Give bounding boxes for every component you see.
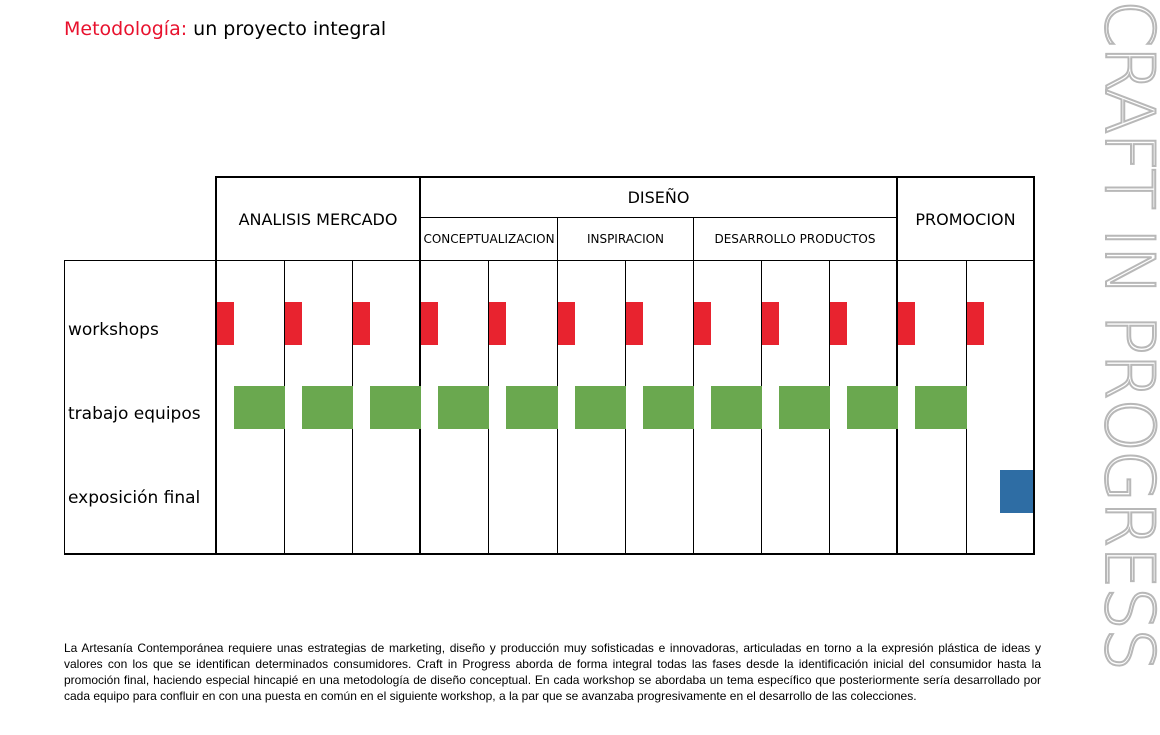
workshop-marker: [421, 302, 438, 345]
title-rest: un proyecto integral: [187, 18, 387, 40]
header-inspiracion: INSPIRACION: [586, 232, 665, 246]
team-work-bar: [847, 386, 898, 429]
workshop-marker: [285, 302, 302, 345]
right-border: [1033, 176, 1035, 555]
final-exhibition-marker: [1000, 470, 1033, 513]
brand-text: CRAFT IN PROGRESS: [1088, 0, 1160, 670]
workshop-marker: [967, 302, 984, 345]
team-work-bar: [302, 386, 353, 429]
workshop-marker: [489, 302, 506, 345]
workshop-marker: [830, 302, 847, 345]
header-desarrollo-productos: DESARROLLO PRODUCTOS: [714, 232, 876, 246]
row-label-exposicion-final: exposición final: [68, 488, 201, 508]
team-work-bar: [438, 386, 489, 429]
body-bottom-border: [64, 553, 1034, 555]
diseno-divider: [420, 217, 897, 218]
workshop-marker: [898, 302, 915, 345]
description-paragraph: La Artesanía Contemporánea requiere unas…: [64, 641, 1041, 703]
workshop-marker: [694, 302, 711, 345]
team-work-bar: [575, 386, 626, 429]
workshop-marker: [762, 302, 779, 345]
column-border: [419, 176, 421, 555]
team-work-bar: [234, 386, 285, 429]
team-work-bar: [643, 386, 694, 429]
row-label-workshops: workshops: [68, 320, 159, 340]
workshop-marker: [217, 302, 234, 345]
team-work-bar: [370, 386, 421, 429]
header-conceptualizacion: CONCEPTUALIZACION: [423, 232, 555, 246]
left-border: [64, 260, 65, 555]
header-top-border: [215, 176, 1034, 178]
brand-vertical-text: CRAFT IN PROGRESS: [1088, 0, 1160, 735]
team-work-bar: [915, 386, 967, 429]
team-work-bar: [779, 386, 830, 429]
team-work-bar: [711, 386, 762, 429]
workshop-marker: [558, 302, 575, 345]
header-diseno: DISEÑO: [627, 188, 690, 207]
title-accent: Metodología:: [64, 18, 188, 40]
page-title: Metodología: un proyecto integral: [64, 18, 386, 40]
body-top-border: [64, 260, 1034, 261]
workshop-marker: [626, 302, 643, 345]
column-border: [896, 176, 898, 555]
header-analisis-mercado: ANALISIS MERCADO: [238, 209, 398, 229]
team-work-bar: [506, 386, 558, 429]
row-label-trabajo-equipos: trabajo equipos: [68, 404, 201, 424]
column-border: [215, 176, 217, 555]
header-promocion: PROMOCION: [915, 209, 1016, 229]
workshop-marker: [353, 302, 370, 345]
